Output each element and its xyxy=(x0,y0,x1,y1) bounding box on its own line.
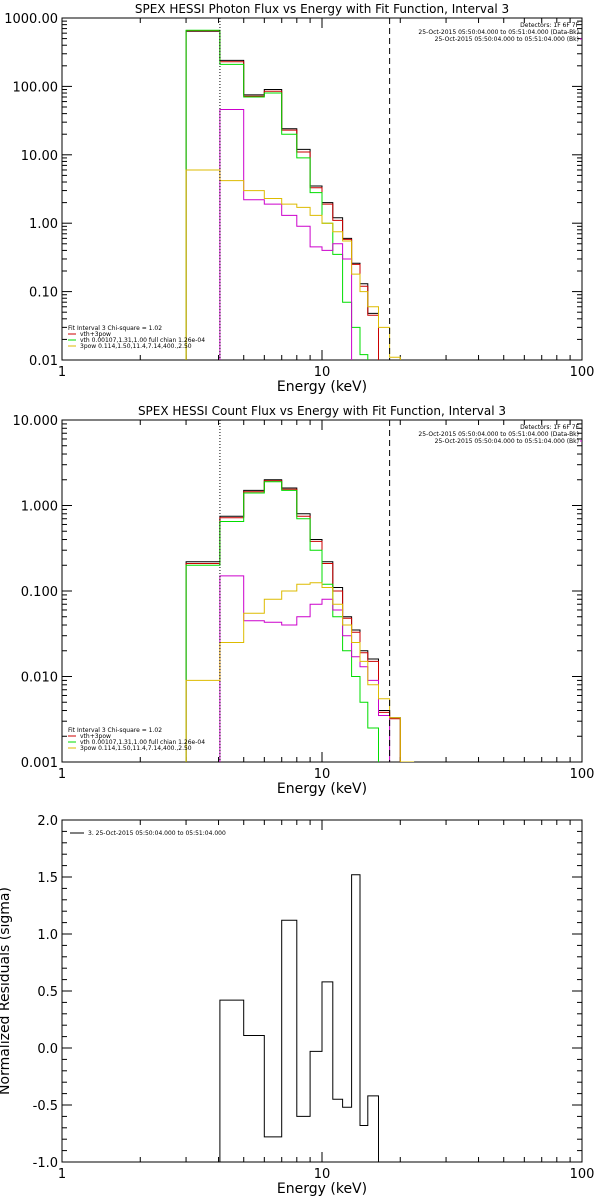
x-axis-label: Energy (keV) xyxy=(277,379,367,395)
x-tick-label: 1 xyxy=(58,365,66,380)
chart-title: SPEX HESSI Count Flux vs Energy with Fit… xyxy=(138,404,506,418)
y-tick-label: 0.01 xyxy=(29,354,58,369)
y-tick-label: 1.00 xyxy=(29,217,58,232)
x-tick-label: 10 xyxy=(314,1167,331,1182)
y-tick-label: 10.000 xyxy=(13,414,59,429)
y-tick-label: 100.00 xyxy=(13,80,59,95)
x-axis-label: Energy (keV) xyxy=(277,1181,367,1197)
info-line: Detectors: 1F 6F 7F xyxy=(520,22,579,29)
series-group xyxy=(219,874,379,1162)
y-axis-label: Normalized Residuals (sigma) xyxy=(0,887,13,1095)
y-tick-label: -1.0 xyxy=(33,1156,58,1171)
y-tick-label: 0.010 xyxy=(21,671,58,686)
legend-entry: 3pow 0.114,1.50,11.4,7.14,400.,2.50 xyxy=(80,745,192,752)
y-tick-label: -0.5 xyxy=(33,1099,58,1114)
y-tick-label: 0.10 xyxy=(29,286,58,301)
info-line: Detectors: 1F 6F 7F xyxy=(520,424,579,431)
y-tick-label: 1.5 xyxy=(37,871,58,886)
chart-title: SPEX HESSI Photon Flux vs Energy with Fi… xyxy=(135,2,509,16)
panel-3: 1 10 100 -1.0 -0.5 0.0 0.5 1.0 1.5 2.0 Energy (keV… xyxy=(0,814,594,1197)
info-line: 25-Oct-2015 05:50:04.000 to 05:51:04.000… xyxy=(435,36,579,43)
x-tick-label: 1 xyxy=(58,1167,66,1182)
legend-entry: vth+3pow xyxy=(80,733,111,740)
y-tick-label: 1.0 xyxy=(37,928,58,943)
series-group xyxy=(185,479,415,762)
series-line-1 xyxy=(219,874,379,1162)
series-group xyxy=(185,29,401,360)
y-tick-label: 0.100 xyxy=(21,585,58,600)
panel-1: SPEX HESSI Photon Flux vs Energy with Fi… xyxy=(4,2,594,395)
y-tick-label: 1000.00 xyxy=(4,12,58,27)
legend-entry: vth 0.00107,1.31,1.00 full chian 1.26e-0… xyxy=(80,739,205,746)
legend-entry: 3. 25-Oct-2015 05:50:04.000 to 05:51:04.… xyxy=(88,830,226,837)
y-tick-label: 10.00 xyxy=(21,149,58,164)
plot-frame xyxy=(61,419,583,763)
series-line-4 xyxy=(219,109,353,360)
y-tick-label: 0.0 xyxy=(37,1042,58,1057)
legend-entry: vth 0.00107,1.31,1.00 full chian 1.26e-0… xyxy=(80,337,205,344)
info-line: 25-Oct-2015 05:50:04.000 to 05:51:04.000… xyxy=(418,431,579,438)
x-tick-label: 10 xyxy=(314,767,331,782)
y-tick-label: 2.0 xyxy=(37,814,58,829)
legend-entry: vth+3pow xyxy=(80,331,111,338)
y-tick-label: 0.001 xyxy=(21,756,58,771)
y-tick-label: 0.5 xyxy=(37,985,58,1000)
series-line-5 xyxy=(185,169,401,360)
y-tick-label: 1.000 xyxy=(21,500,58,515)
x-axis-label: Energy (keV) xyxy=(277,781,367,797)
x-tick-label: 100 xyxy=(570,767,595,782)
info-line: 25-Oct-2015 05:50:04.000 to 05:51:04.000… xyxy=(418,29,579,36)
legend-entry: 3pow 0.114,1.50,11.4,7.14,400.,2.50 xyxy=(80,343,192,350)
x-tick-label: 10 xyxy=(314,365,331,380)
x-tick-label: 100 xyxy=(570,1167,595,1182)
legend-header: Fit Interval 3 Chi-square = 1.02 xyxy=(68,727,162,734)
series-line-3 xyxy=(185,29,369,360)
x-tick-label: 1 xyxy=(58,767,66,782)
panel-2: SPEX HESSI Count Flux vs Energy with Fit… xyxy=(13,404,595,797)
series-line-5 xyxy=(185,582,415,762)
x-tick-label: 100 xyxy=(570,365,595,380)
info-line: 25-Oct-2015 05:50:04.000 to 05:51:04.000… xyxy=(435,438,579,445)
legend-header: Fit Interval 3 Chi-square = 1.02 xyxy=(68,325,162,332)
